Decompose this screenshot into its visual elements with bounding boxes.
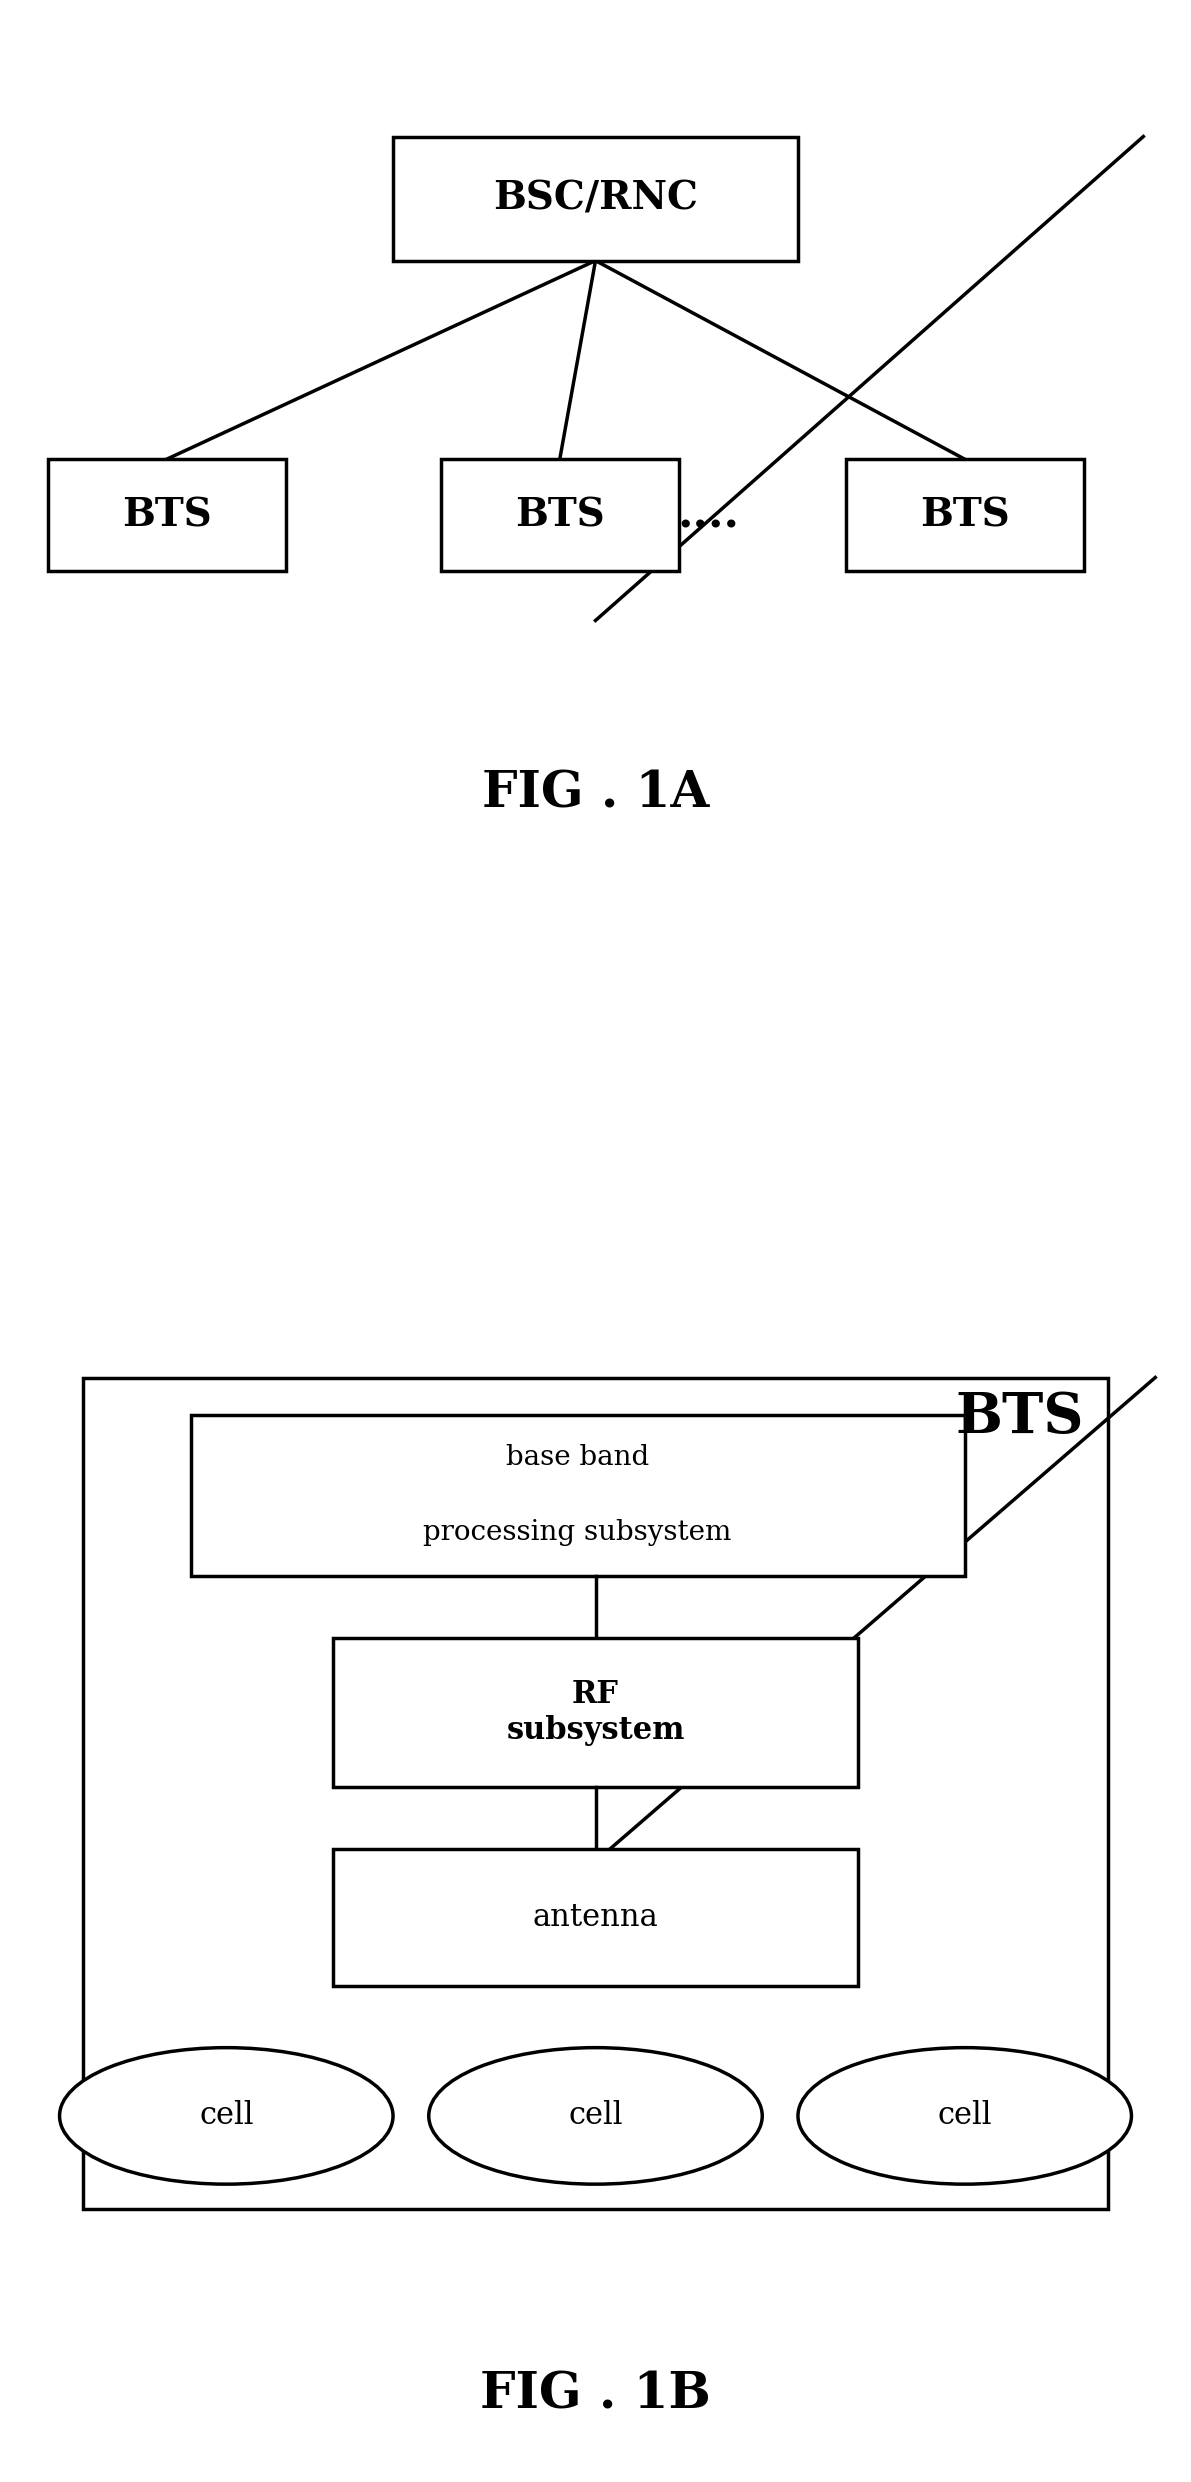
Text: FIG . 1B: FIG . 1B bbox=[480, 2370, 711, 2420]
FancyBboxPatch shape bbox=[48, 459, 286, 571]
Text: BSC/RNC: BSC/RNC bbox=[493, 179, 698, 218]
Text: cell: cell bbox=[199, 2100, 254, 2132]
Text: RF
subsystem: RF subsystem bbox=[506, 1680, 685, 1745]
FancyBboxPatch shape bbox=[441, 459, 679, 571]
Ellipse shape bbox=[429, 2048, 762, 2184]
Text: cell: cell bbox=[568, 2100, 623, 2132]
Text: BTS: BTS bbox=[919, 496, 1010, 534]
Text: base band

processing subsystem: base band processing subsystem bbox=[424, 1445, 731, 1546]
Ellipse shape bbox=[798, 2048, 1131, 2184]
Text: cell: cell bbox=[937, 2100, 992, 2132]
Text: BTS: BTS bbox=[955, 1390, 1084, 1445]
FancyBboxPatch shape bbox=[846, 459, 1084, 571]
Ellipse shape bbox=[60, 2048, 393, 2184]
Text: FIG . 1A: FIG . 1A bbox=[482, 769, 709, 819]
FancyBboxPatch shape bbox=[333, 1849, 858, 1986]
FancyBboxPatch shape bbox=[333, 1638, 858, 1787]
FancyBboxPatch shape bbox=[191, 1415, 965, 1576]
Text: ....: .... bbox=[678, 494, 740, 536]
Text: BTS: BTS bbox=[121, 496, 212, 534]
FancyBboxPatch shape bbox=[393, 137, 798, 261]
FancyBboxPatch shape bbox=[83, 1378, 1108, 2209]
Text: antenna: antenna bbox=[532, 1901, 659, 1933]
Text: BTS: BTS bbox=[515, 496, 605, 534]
